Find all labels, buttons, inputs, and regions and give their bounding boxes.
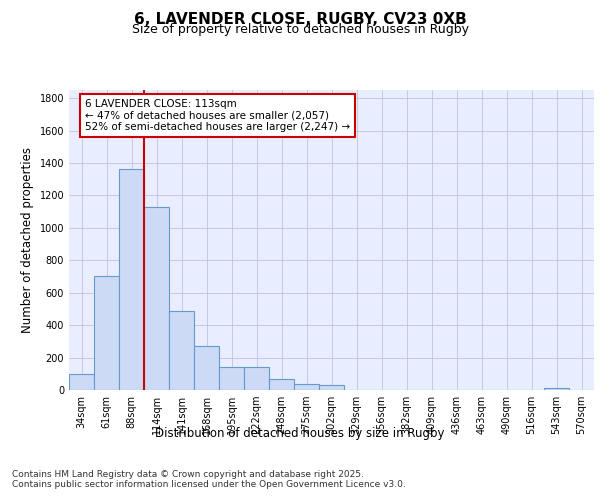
- Bar: [269, 379, 294, 390]
- Text: Size of property relative to detached houses in Rugby: Size of property relative to detached ho…: [131, 22, 469, 36]
- Bar: [319, 384, 344, 390]
- Bar: [244, 368, 269, 390]
- Bar: [294, 384, 319, 390]
- Bar: [119, 170, 144, 390]
- Text: 6, LAVENDER CLOSE, RUGBY, CV23 0XB: 6, LAVENDER CLOSE, RUGBY, CV23 0XB: [134, 12, 466, 28]
- Bar: [169, 310, 194, 390]
- Bar: [194, 346, 219, 390]
- Bar: [144, 207, 169, 390]
- Bar: [94, 276, 119, 390]
- Text: Distribution of detached houses by size in Rugby: Distribution of detached houses by size …: [155, 428, 445, 440]
- Text: 6 LAVENDER CLOSE: 113sqm
← 47% of detached houses are smaller (2,057)
52% of sem: 6 LAVENDER CLOSE: 113sqm ← 47% of detach…: [85, 99, 350, 132]
- Bar: [544, 388, 569, 390]
- Y-axis label: Number of detached properties: Number of detached properties: [21, 147, 34, 333]
- Bar: [69, 374, 94, 390]
- Text: Contains HM Land Registry data © Crown copyright and database right 2025.
Contai: Contains HM Land Registry data © Crown c…: [12, 470, 406, 490]
- Bar: [219, 368, 244, 390]
